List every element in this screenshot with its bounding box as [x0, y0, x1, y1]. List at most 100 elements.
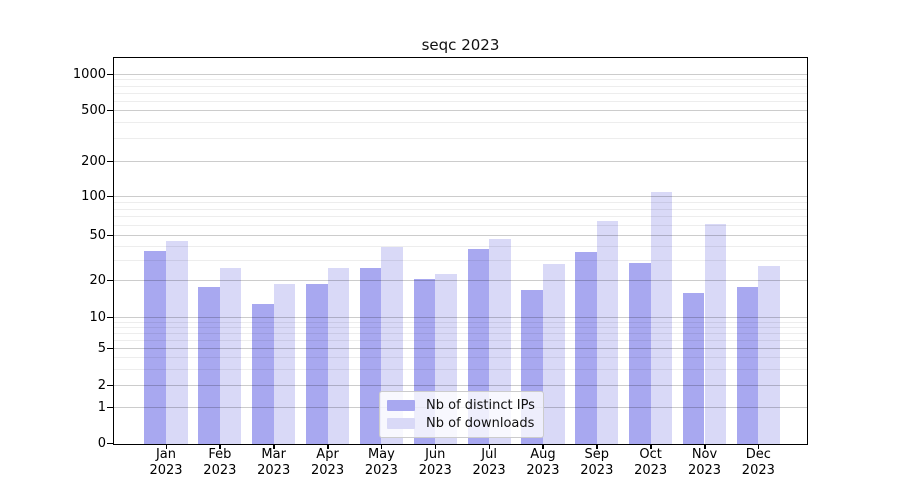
legend: Nb of distinct IPs Nb of downloads — [379, 391, 544, 438]
gridline-minor — [114, 138, 807, 140]
legend-label: Nb of downloads — [426, 416, 535, 431]
x-tick-year: 2023 — [311, 463, 345, 478]
x-tick-month: Mar — [261, 447, 286, 462]
y-tick-mark — [107, 160, 113, 162]
y-tick-label: 1 — [97, 399, 106, 415]
x-tick-month: Aug — [530, 447, 556, 462]
x-tick-year: 2023 — [687, 463, 722, 478]
bar-downloads-aug — [542, 264, 565, 444]
gridline-major — [114, 317, 807, 318]
x-tick-year: 2023 — [741, 463, 775, 478]
x-tick-mark — [380, 444, 383, 449]
y-tick-label: 2 — [97, 377, 106, 393]
y-tick-label: 500 — [81, 102, 106, 118]
x-tick-month: Jun — [425, 447, 446, 462]
y-tick-mark — [107, 73, 113, 75]
bar-distinct-ips-mar — [252, 304, 274, 444]
y-tick-label: 10 — [89, 309, 106, 325]
x-tick-label: Jun 2023 — [405, 447, 465, 479]
gridline-minor — [114, 201, 807, 203]
chart-title: seqc 2023 — [421, 36, 500, 54]
legend-swatch-distinct-ips — [387, 400, 415, 411]
x-tick-mark — [327, 444, 329, 449]
gridline-minor — [114, 332, 807, 334]
x-tick-label: Apr 2023 — [298, 447, 358, 479]
x-tick-year: 2023 — [526, 463, 560, 478]
bar-downloads-sep — [596, 221, 619, 444]
x-tick-label: Dec 2023 — [728, 447, 788, 479]
y-tick-mark — [107, 195, 113, 197]
gridline-major — [114, 161, 807, 162]
x-tick-mark — [434, 444, 437, 449]
gridline-minor — [114, 368, 807, 370]
x-tick-label: Jan 2023 — [136, 447, 196, 479]
bar-downloads-feb — [219, 268, 242, 444]
y-tick-label: 5 — [97, 340, 106, 356]
x-tick-year: 2023 — [472, 463, 506, 478]
x-tick-mark — [219, 444, 221, 449]
gridline-major — [114, 235, 807, 236]
gridline-minor — [114, 326, 807, 328]
gridline-major — [114, 348, 807, 349]
y-tick-mark — [107, 109, 113, 111]
gridline-major — [114, 110, 807, 111]
x-tick-month: Feb — [208, 447, 232, 462]
y-tick-label: 1000 — [72, 66, 106, 82]
gridline-minor — [114, 92, 807, 94]
x-tick-mark — [488, 444, 491, 449]
x-tick-month: Jul — [481, 447, 497, 462]
y-tick-mark — [107, 316, 113, 318]
legend-swatch-downloads — [387, 418, 415, 429]
x-tick-mark — [596, 444, 598, 449]
x-tick-month: Dec — [745, 447, 771, 462]
legend-row: Nb of downloads — [387, 415, 535, 432]
gridline-minor — [114, 85, 807, 87]
bar-downloads-oct — [650, 192, 673, 444]
bar-distinct-ips-may — [359, 268, 382, 444]
bar-distinct-ips-sep — [575, 252, 597, 444]
x-tick-label: Aug 2023 — [513, 447, 573, 479]
gridline-minor — [114, 339, 807, 341]
x-tick-mark — [650, 444, 652, 449]
gridline-major — [114, 385, 807, 386]
gridline-minor — [114, 100, 807, 102]
y-tick-label: 20 — [89, 272, 106, 288]
y-tick-label: 200 — [81, 153, 106, 169]
y-tick-label: 0 — [97, 435, 106, 451]
bar-downloads-jan — [166, 241, 188, 444]
x-tick-mark — [273, 444, 275, 449]
y-tick-mark — [107, 384, 113, 386]
x-tick-year: 2023 — [149, 463, 183, 478]
x-tick-label: Feb 2023 — [190, 447, 250, 479]
x-tick-label: Nov 2023 — [675, 447, 735, 479]
x-tick-year: 2023 — [418, 463, 452, 478]
x-tick-month: Nov — [691, 447, 718, 462]
legend-label: Nb of distinct IPs — [426, 398, 535, 413]
plot-area: Nb of distinct IPs Nb of downloads — [113, 57, 808, 445]
x-tick-year: 2023 — [203, 463, 237, 478]
gridline-minor — [114, 260, 807, 262]
x-tick-year: 2023 — [257, 463, 291, 478]
x-tick-month: Apr — [316, 447, 339, 462]
legend-row: Nb of distinct IPs — [387, 397, 535, 414]
x-tick-mark — [165, 444, 167, 449]
y-tick-label: 100 — [81, 188, 106, 204]
gridline-major — [114, 74, 807, 75]
x-tick-month: Oct — [639, 447, 662, 462]
x-tick-year: 2023 — [364, 463, 398, 478]
y-tick-mark — [107, 406, 113, 408]
x-tick-month: May — [367, 447, 395, 462]
gridline-major — [114, 280, 807, 281]
bar-distinct-ips-dec — [736, 286, 759, 444]
x-tick-label: May 2023 — [351, 447, 411, 479]
y-tick-mark — [107, 347, 113, 349]
x-tick-mark — [704, 444, 706, 449]
bar-distinct-ips-apr — [305, 283, 328, 444]
bar-distinct-ips-nov — [682, 292, 705, 444]
gridline-minor — [114, 208, 807, 210]
gridline-minor — [114, 357, 807, 358]
gridline-major — [114, 196, 807, 197]
x-tick-label: Jul 2023 — [459, 447, 519, 479]
bar-distinct-ips-oct — [629, 262, 651, 444]
